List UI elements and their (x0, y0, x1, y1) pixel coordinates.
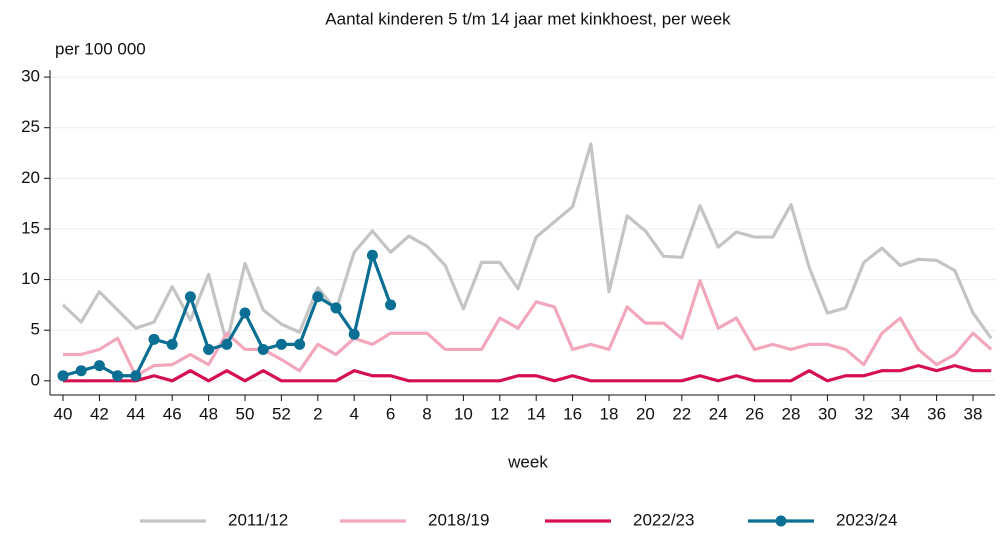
x-tick-label: 48 (199, 404, 218, 423)
series-marker (93, 360, 105, 372)
series-marker (166, 338, 178, 350)
x-tick-label: 4 (349, 404, 358, 423)
series-line (63, 278, 993, 378)
series-marker (294, 338, 306, 350)
series-marker (257, 343, 269, 355)
legend-label: 2011/12 (228, 510, 288, 529)
y-tick-label: 20 (21, 168, 40, 187)
x-tick-label: 10 (454, 404, 473, 423)
x-tick-label: 30 (818, 404, 837, 423)
x-tick-label: 46 (163, 404, 182, 423)
x-tick-label: 28 (782, 404, 801, 423)
x-tick-label: 12 (490, 404, 509, 423)
legend-marker (775, 515, 787, 527)
x-tick-label: 52 (272, 404, 291, 423)
x-tick-label: 50 (236, 404, 255, 423)
x-axis-label: week (507, 452, 548, 471)
series-marker (75, 365, 87, 377)
y-tick-label: 25 (21, 117, 40, 136)
y-tick-label: 30 (21, 67, 40, 86)
series-marker (112, 370, 124, 382)
x-tick-label: 40 (54, 404, 73, 423)
y-tick-label: 5 (31, 320, 40, 339)
series-marker (203, 343, 215, 355)
legend-label: 2022/23 (633, 510, 694, 529)
y-tick-label: 10 (21, 269, 40, 288)
x-tick-label: 8 (422, 404, 431, 423)
series-marker (366, 249, 378, 261)
x-tick-label: 38 (964, 404, 983, 423)
x-tick-label: 36 (927, 404, 946, 423)
x-tick-label: 34 (891, 404, 910, 423)
series-marker (148, 333, 160, 345)
series-line (63, 364, 992, 383)
series-marker (130, 370, 142, 382)
legend-label: 2023/24 (836, 510, 897, 529)
series-marker (221, 338, 233, 350)
legend-label: 2018/19 (428, 510, 489, 529)
x-tick-label: 6 (386, 404, 395, 423)
x-tick-label: 42 (90, 404, 109, 423)
y-tick-label: 15 (21, 218, 40, 237)
series-marker (275, 338, 287, 350)
series-marker (330, 302, 342, 314)
x-tick-label: 14 (527, 404, 546, 423)
series-marker (312, 291, 324, 303)
series-marker (348, 328, 360, 340)
y-tick-label: 0 (31, 370, 40, 389)
x-tick-label: 2 (313, 404, 322, 423)
x-tick-label: 44 (126, 404, 145, 423)
series-line (61, 142, 993, 345)
x-tick-label: 20 (636, 404, 655, 423)
series-marker (184, 291, 196, 303)
chart-title: Aantal kinderen 5 t/m 14 jaar met kinkho… (325, 9, 731, 28)
x-tick-label: 32 (854, 404, 873, 423)
series-marker (239, 307, 251, 319)
series-marker (57, 370, 69, 382)
x-tick-label: 22 (672, 404, 691, 423)
x-tick-label: 18 (600, 404, 619, 423)
x-tick-label: 16 (563, 404, 582, 423)
y-axis-label: per 100 000 (55, 39, 146, 58)
x-tick-label: 24 (709, 404, 728, 423)
series-marker (385, 299, 397, 311)
x-tick-label: 26 (745, 404, 764, 423)
